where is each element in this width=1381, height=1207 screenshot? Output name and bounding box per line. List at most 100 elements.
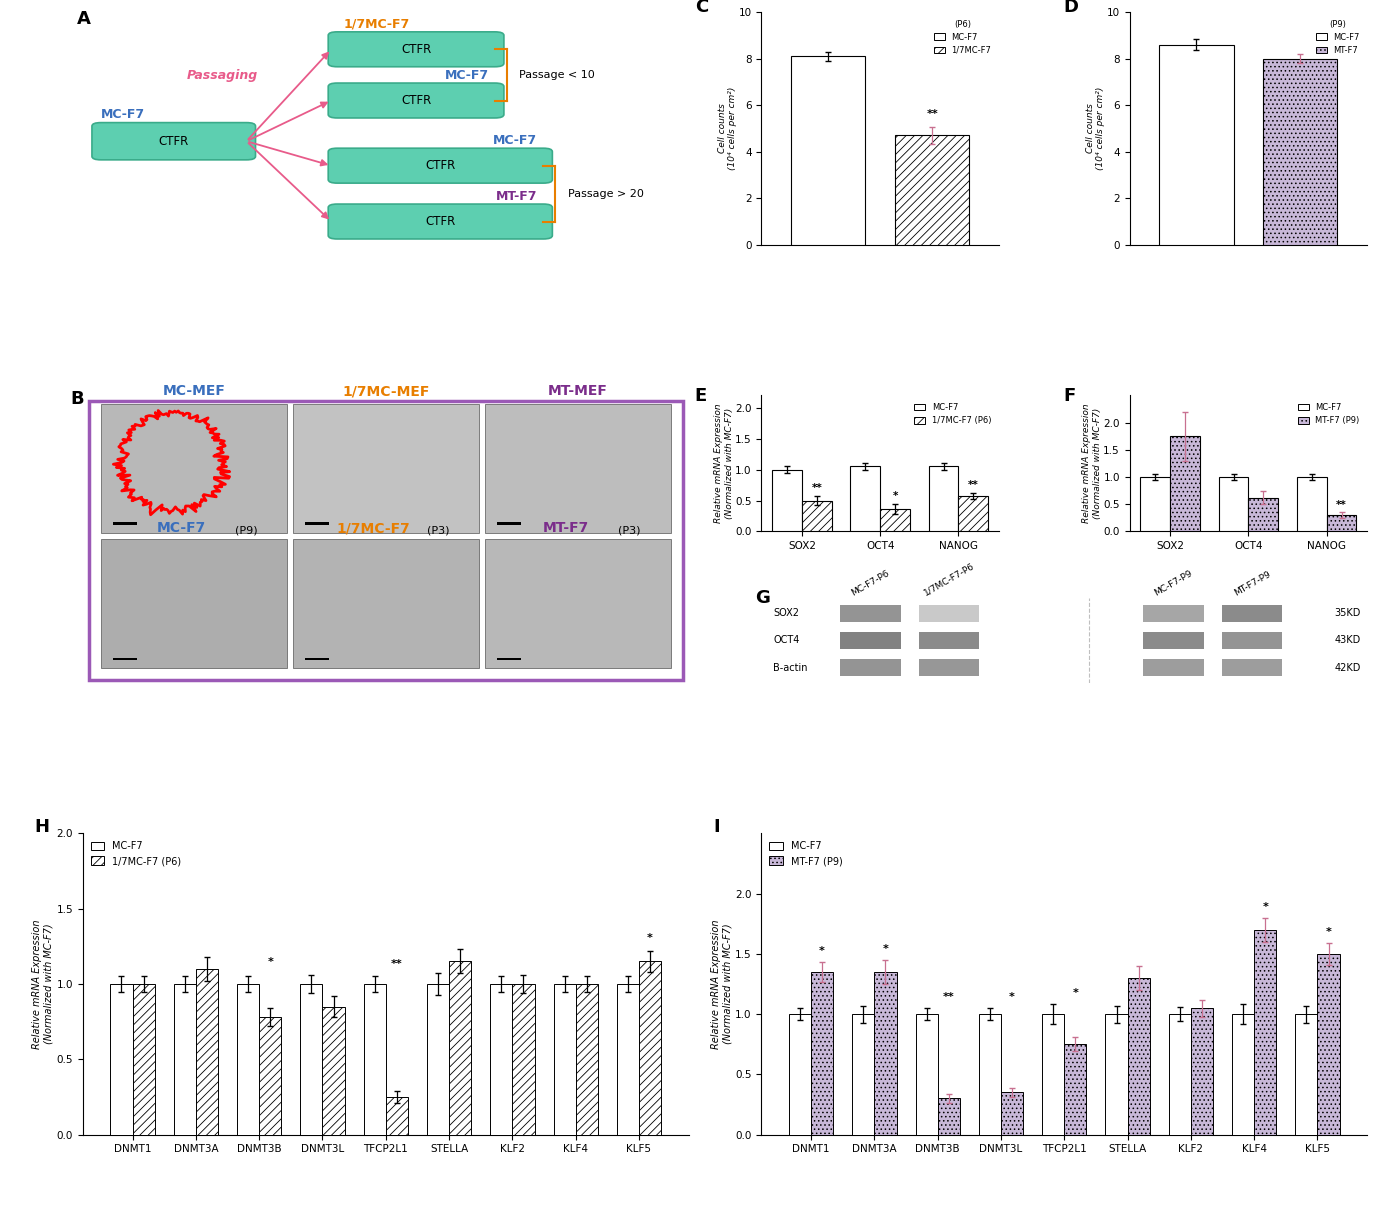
Text: Passage < 10: Passage < 10: [519, 70, 595, 80]
Text: F: F: [1063, 387, 1076, 406]
Y-axis label: Cell counts
(10⁴ cells per cm²): Cell counts (10⁴ cells per cm²): [718, 87, 737, 170]
Text: MC-F7-P6: MC-F7-P6: [849, 568, 891, 597]
Bar: [238, 984, 260, 1135]
Text: 1/7MC-F7-P6: 1/7MC-F7-P6: [923, 561, 976, 597]
FancyBboxPatch shape: [93, 123, 255, 159]
Bar: [427, 984, 449, 1135]
Bar: [1168, 1014, 1190, 1135]
Bar: [1327, 515, 1356, 531]
Y-axis label: Cell counts
(10⁴ cells per cm²): Cell counts (10⁴ cells per cm²): [1085, 87, 1105, 170]
Bar: [802, 501, 831, 531]
Bar: [1232, 1014, 1254, 1135]
Bar: [1222, 605, 1283, 622]
Text: 35KD: 35KD: [1335, 608, 1362, 618]
Bar: [1254, 929, 1276, 1135]
Text: MT-F7: MT-F7: [496, 189, 537, 203]
Legend: MC-F7, 1/7MC-F7: MC-F7, 1/7MC-F7: [931, 16, 994, 58]
Text: MC-F7-P9: MC-F7-P9: [1153, 568, 1195, 597]
Text: **: **: [968, 480, 979, 490]
Bar: [1143, 605, 1204, 622]
Y-axis label: Relative mRNA Expression
(Normalized with MC-F7): Relative mRNA Expression (Normalized wit…: [1083, 403, 1102, 523]
Bar: [1222, 631, 1283, 649]
Bar: [958, 496, 989, 531]
Bar: [293, 540, 479, 669]
Bar: [1065, 1044, 1087, 1135]
Bar: [938, 1098, 960, 1135]
Text: **: **: [812, 483, 822, 494]
Bar: [363, 984, 385, 1135]
Bar: [113, 523, 137, 525]
Bar: [895, 135, 969, 245]
Text: *: *: [892, 490, 898, 501]
Bar: [1297, 477, 1327, 531]
Text: MC-F7: MC-F7: [493, 134, 537, 147]
Text: Passaging: Passaging: [186, 69, 258, 82]
Bar: [1143, 631, 1204, 649]
Text: *: *: [648, 933, 653, 944]
Bar: [1170, 436, 1200, 531]
Bar: [449, 962, 471, 1135]
Bar: [1248, 497, 1279, 531]
Bar: [323, 1007, 345, 1135]
Bar: [385, 1097, 407, 1135]
Text: **: **: [391, 958, 403, 969]
Text: CTFR: CTFR: [425, 215, 456, 228]
Text: **: **: [943, 992, 954, 1002]
Bar: [293, 404, 479, 533]
Bar: [874, 972, 896, 1135]
Y-axis label: Relative mRNA Expression
(Normalized with MC-F7): Relative mRNA Expression (Normalized wit…: [711, 920, 732, 1049]
Text: G: G: [755, 589, 771, 607]
FancyBboxPatch shape: [329, 148, 552, 183]
Text: *: *: [1010, 992, 1015, 1002]
Y-axis label: Relative mRNA Expression
(Normalized with MC-F7): Relative mRNA Expression (Normalized wit…: [32, 920, 54, 1049]
Text: MC-F7: MC-F7: [101, 109, 145, 122]
Bar: [639, 962, 661, 1135]
Text: **: **: [927, 109, 938, 119]
Text: (P3): (P3): [427, 525, 449, 535]
Text: B-actin: B-actin: [773, 663, 808, 672]
FancyBboxPatch shape: [329, 204, 552, 239]
Bar: [305, 523, 329, 525]
Bar: [1141, 477, 1170, 531]
Text: MT-MEF: MT-MEF: [548, 384, 608, 398]
Text: MT-F7-P9: MT-F7-P9: [1232, 570, 1272, 597]
Bar: [811, 972, 833, 1135]
Bar: [918, 605, 979, 622]
Text: 1/7MC-F7: 1/7MC-F7: [337, 521, 410, 535]
Text: MC-MEF: MC-MEF: [163, 384, 225, 398]
Text: 43KD: 43KD: [1335, 635, 1362, 646]
Text: C: C: [695, 0, 708, 16]
FancyBboxPatch shape: [88, 401, 682, 680]
Text: A: A: [77, 10, 91, 28]
Legend: MC-F7, MT-F7 (P9): MC-F7, MT-F7 (P9): [766, 839, 845, 869]
Bar: [1218, 477, 1248, 531]
Text: *: *: [1326, 927, 1331, 937]
Text: B: B: [70, 390, 84, 408]
Legend: MC-F7, MT-F7: MC-F7, MT-F7: [1312, 16, 1363, 58]
Bar: [840, 631, 900, 649]
Bar: [174, 984, 196, 1135]
Text: *: *: [1073, 989, 1079, 998]
Bar: [110, 984, 133, 1135]
Bar: [1159, 45, 1233, 245]
Bar: [485, 404, 671, 533]
Text: *: *: [819, 946, 824, 956]
Bar: [851, 466, 880, 531]
Bar: [512, 984, 534, 1135]
Text: CTFR: CTFR: [159, 135, 189, 147]
Bar: [1001, 1092, 1023, 1135]
Bar: [979, 1014, 1001, 1135]
Text: H: H: [35, 818, 50, 836]
Text: E: E: [695, 387, 707, 406]
Bar: [490, 984, 512, 1135]
Bar: [852, 1014, 874, 1135]
Bar: [1105, 1014, 1127, 1135]
Text: D: D: [1063, 0, 1079, 16]
Bar: [576, 984, 598, 1135]
Bar: [789, 1014, 811, 1135]
Bar: [113, 658, 137, 660]
FancyBboxPatch shape: [329, 31, 504, 66]
Bar: [1043, 1014, 1065, 1135]
Legend: MC-F7, MT-F7 (P9): MC-F7, MT-F7 (P9): [1294, 400, 1363, 428]
Legend: MC-F7, 1/7MC-F7 (P6): MC-F7, 1/7MC-F7 (P6): [911, 400, 994, 428]
